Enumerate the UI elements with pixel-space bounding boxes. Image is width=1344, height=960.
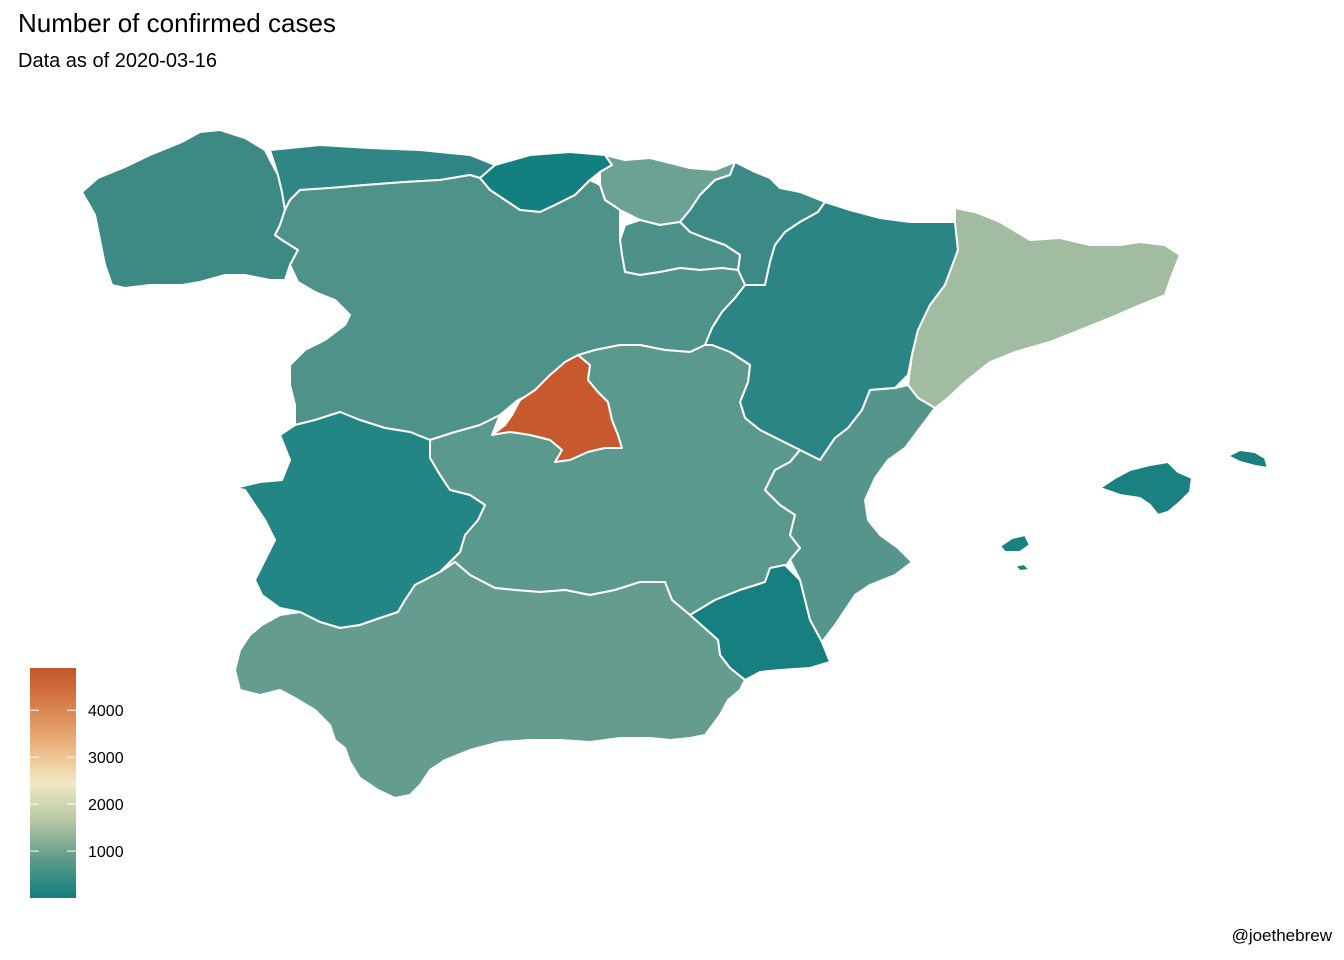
legend-color-bar (30, 668, 76, 898)
legend-tick-label: 3000 (88, 750, 124, 767)
region-islas-baleares-mallorca (1099, 461, 1193, 516)
region-islas-baleares-ibiza (999, 534, 1031, 553)
color-legend: 1000 2000 3000 4000 (30, 668, 124, 898)
region-cataluna (907, 207, 1181, 409)
legend-tick-label: 2000 (88, 797, 124, 814)
region-andalucia (234, 561, 746, 799)
region-comunidad-valenciana (764, 384, 936, 643)
map-caption: @joethebrew (1231, 926, 1332, 945)
map-title: Number of confirmed cases (18, 8, 336, 38)
region-islas-baleares-formentera (1014, 563, 1031, 572)
region-islas-baleares-menorca (1227, 449, 1269, 469)
map-subtitle: Data as of 2020-03-16 (18, 50, 218, 72)
region-galicia (81, 129, 299, 289)
legend-ticks: 1000 2000 3000 4000 (30, 703, 124, 861)
legend-tick-label: 4000 (88, 703, 124, 720)
legend-tick-label: 1000 (88, 844, 124, 861)
